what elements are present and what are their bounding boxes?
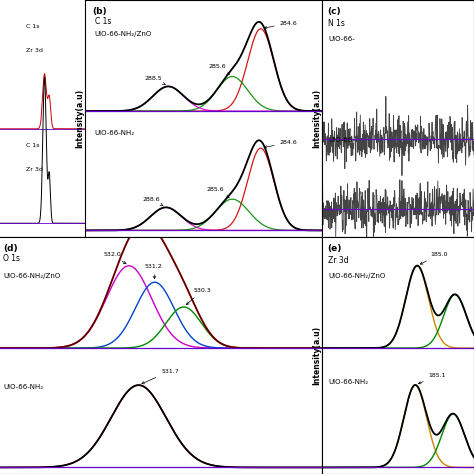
Text: (e): (e)	[327, 244, 341, 253]
Text: C 1s: C 1s	[26, 143, 39, 148]
Text: UiO-66-NH₂/ZnO: UiO-66-NH₂/ZnO	[95, 31, 152, 37]
Text: C 1s: C 1s	[95, 17, 111, 26]
Text: N 1s: N 1s	[328, 19, 345, 28]
Text: (d): (d)	[3, 244, 18, 253]
Text: 532.0: 532.0	[103, 252, 126, 264]
Text: UiO-66-: UiO-66-	[328, 137, 355, 144]
Text: 531.2: 531.2	[145, 264, 163, 279]
Text: UiO-66-NH₂/ZnO: UiO-66-NH₂/ZnO	[328, 273, 386, 279]
Text: 530.3: 530.3	[186, 288, 211, 305]
Text: UiO-66-NH₂: UiO-66-NH₂	[3, 384, 43, 390]
Text: O 1s: O 1s	[3, 254, 20, 263]
Text: Zr 3d: Zr 3d	[26, 48, 43, 53]
Text: 185.1: 185.1	[419, 373, 446, 384]
Text: Zr 3d: Zr 3d	[26, 167, 43, 172]
Text: UiO-66-NH₂/ZnO: UiO-66-NH₂/ZnO	[3, 273, 61, 279]
Text: (b): (b)	[92, 7, 107, 16]
Text: UiO-66-: UiO-66-	[328, 36, 355, 42]
Text: 531.7: 531.7	[142, 369, 179, 384]
Text: (c): (c)	[327, 7, 340, 16]
Text: 185.0: 185.0	[420, 252, 448, 264]
Y-axis label: Intensity(a.u): Intensity(a.u)	[312, 89, 321, 148]
Text: 285.6: 285.6	[209, 64, 229, 74]
Y-axis label: Intensity(a.u): Intensity(a.u)	[312, 326, 321, 385]
Text: UiO-66-NH₂: UiO-66-NH₂	[328, 379, 368, 385]
Text: Zr 3d: Zr 3d	[328, 256, 349, 265]
Text: C 1s: C 1s	[26, 25, 39, 29]
Text: 288.5: 288.5	[145, 76, 165, 85]
Y-axis label: Intensity(a.u): Intensity(a.u)	[75, 89, 84, 148]
Text: UiO-66-NH₂: UiO-66-NH₂	[95, 130, 135, 137]
Text: 288.6: 288.6	[142, 197, 163, 206]
Text: 285.6: 285.6	[206, 187, 229, 197]
Text: 284.6: 284.6	[264, 21, 297, 29]
X-axis label: Binding energy(eV): Binding energy(eV)	[4, 247, 81, 254]
X-axis label: Binding energy(eV): Binding energy(eV)	[157, 248, 250, 257]
X-axis label: Binding energy(eV): Binding energy(eV)	[356, 248, 440, 257]
Text: 284.6: 284.6	[264, 140, 297, 148]
